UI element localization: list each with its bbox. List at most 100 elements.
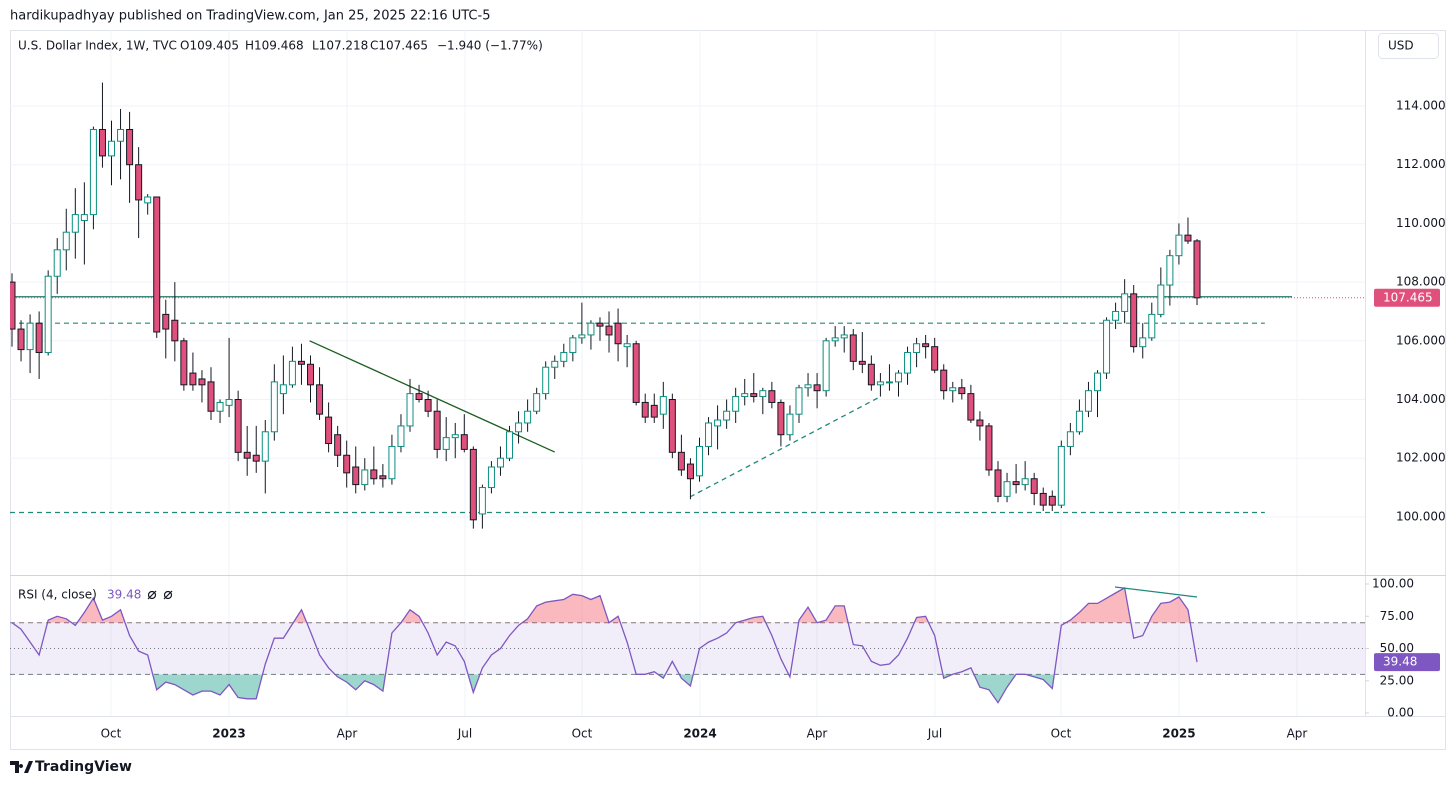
candle-body xyxy=(804,384,812,389)
candle-body xyxy=(686,463,694,480)
candle-body xyxy=(270,381,278,433)
rsi-legend-value: 39.48 xyxy=(107,588,141,602)
candle-body xyxy=(931,346,939,371)
x-tick-label: Jul xyxy=(457,727,472,741)
candle-body xyxy=(162,313,170,330)
y-tick-label: 108.000 xyxy=(1396,275,1446,289)
header: hardikupadhyay published on TradingView.… xyxy=(10,9,490,24)
candle-body xyxy=(904,352,912,374)
icon[interactable] xyxy=(163,590,173,600)
candle-body xyxy=(741,393,749,398)
candle-body xyxy=(80,214,88,221)
last-price-box xyxy=(1374,288,1440,307)
candle-body xyxy=(243,451,251,459)
currency[interactable]: USD xyxy=(1388,39,1414,53)
candle-body xyxy=(885,381,893,384)
frame xyxy=(10,30,1446,750)
candle-body xyxy=(1003,481,1011,497)
candle-body xyxy=(44,275,52,354)
candle-body xyxy=(1157,284,1165,315)
candle-body xyxy=(759,390,767,398)
x-tick-label: 2023 xyxy=(212,727,245,741)
candle-body xyxy=(1148,313,1156,339)
candle-body xyxy=(1057,445,1065,506)
candle-body xyxy=(831,337,839,342)
logo-icon[interactable] xyxy=(10,761,33,773)
candle-body xyxy=(795,387,803,415)
icon[interactable] xyxy=(147,590,157,600)
footer[interactable]: TradingView xyxy=(35,759,132,775)
candle-body xyxy=(1084,390,1092,412)
x-tick-label: Oct xyxy=(572,727,593,741)
legend-low: L107.218 xyxy=(312,39,368,53)
y-tick-label: 104.000 xyxy=(1396,392,1446,406)
candle-body xyxy=(913,343,921,354)
candle-body xyxy=(506,431,514,459)
candle-body xyxy=(940,369,948,392)
candle-body xyxy=(668,398,676,453)
candle-body xyxy=(840,334,848,339)
y-tick-label: 100.000 xyxy=(1396,509,1446,523)
trendline xyxy=(689,396,881,498)
candle-body xyxy=(307,363,315,386)
candle-body xyxy=(252,454,260,462)
legend-open: O109.405 xyxy=(180,39,239,53)
candle-body xyxy=(198,378,206,386)
candle-body xyxy=(958,387,966,395)
candle-body xyxy=(153,196,161,333)
candle-body xyxy=(53,249,61,277)
candle-body xyxy=(777,401,785,436)
candle-body xyxy=(1175,234,1183,257)
y-tick-label: 102.000 xyxy=(1396,451,1446,465)
candle-body xyxy=(424,398,432,412)
y-tick-label: 106.000 xyxy=(1396,333,1446,347)
candle-body xyxy=(614,322,622,345)
candle-body xyxy=(560,352,568,362)
rsi-overbought-fill xyxy=(12,587,1191,623)
candle-body xyxy=(10,281,16,330)
x-tick-label: Jul xyxy=(927,727,942,741)
rsi-icons[interactable] xyxy=(147,590,173,600)
candle-body xyxy=(325,416,333,445)
candle-body xyxy=(469,448,477,521)
candle-body xyxy=(1012,481,1020,486)
rsi-tick-label: 0.00 xyxy=(1387,706,1414,720)
icon[interactable] xyxy=(147,590,157,600)
candle-body xyxy=(967,393,975,421)
x-tick-label: Oct xyxy=(1051,727,1072,741)
candle-body xyxy=(858,360,866,365)
candle-body xyxy=(415,393,423,400)
candle-body xyxy=(288,360,296,386)
candle-body xyxy=(723,410,731,421)
rsi-oversold-fill xyxy=(12,674,1197,703)
candle-body xyxy=(849,334,857,362)
last-price-label: 107.465 xyxy=(1383,290,1433,304)
icon[interactable] xyxy=(163,590,173,600)
currency-button[interactable] xyxy=(1378,33,1439,59)
candle-body xyxy=(487,466,495,489)
candle-body xyxy=(1103,319,1111,374)
candle-body xyxy=(569,337,577,354)
candle-body xyxy=(171,319,179,342)
candle-body xyxy=(451,434,459,439)
x-tick-label: Apr xyxy=(807,727,828,741)
candle-body xyxy=(994,469,1002,497)
candle-body xyxy=(949,387,957,392)
candle-body xyxy=(234,398,242,453)
candle-body xyxy=(98,128,106,157)
rsi-tick-label: 75.00 xyxy=(1380,609,1414,623)
rsi-tick-label: 50.00 xyxy=(1380,641,1414,655)
candle-body xyxy=(225,398,233,406)
legend: U.S. Dollar Index, 1W, TVC O109.405 H109… xyxy=(18,39,543,53)
candle-body xyxy=(822,340,830,392)
axes: 100.000 102.000 104.000 106.000 108.000 110.0… xyxy=(101,99,1446,741)
candle-body xyxy=(460,434,468,450)
rsi-band xyxy=(10,622,1365,675)
candle-body xyxy=(641,401,649,418)
candle-body xyxy=(867,363,875,386)
candle-body xyxy=(985,425,993,471)
logo[interactable]: TradingView xyxy=(10,759,132,775)
candle-body xyxy=(605,325,613,336)
rsi-trendline xyxy=(1114,586,1198,598)
candle-body xyxy=(1193,240,1201,299)
